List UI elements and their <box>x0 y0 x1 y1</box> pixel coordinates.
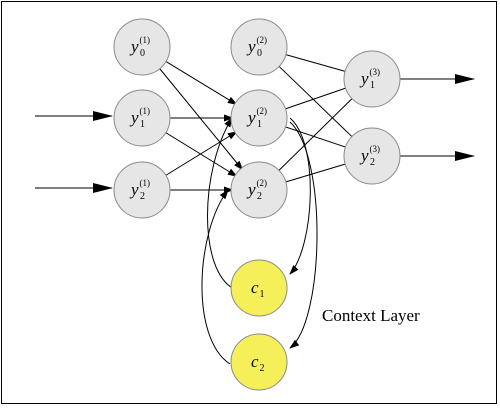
node-label: c2 <box>251 352 265 374</box>
node-label-name: c <box>251 278 259 297</box>
c1-to-hidden-loop <box>207 117 235 290</box>
c2-to-hidden-loop <box>201 189 231 365</box>
node-label: y(2) 1 <box>246 106 267 130</box>
node-label-name: c <box>251 352 259 371</box>
node-c1: c1 <box>230 259 288 317</box>
edge-y2_2-to-y1_3 <box>277 96 354 173</box>
node-circle <box>113 161 171 219</box>
node-label-subscript: 2 <box>370 157 375 168</box>
node-y2_3: y(3) 2 <box>343 127 401 185</box>
node-y0_2: y(2) 0 <box>230 18 288 76</box>
connections <box>158 53 354 194</box>
node-y2_1: y(1) 2 <box>113 161 171 219</box>
edge-y2_2-to-y2_3 <box>283 163 348 183</box>
node-label-superscript: (3) <box>370 67 381 77</box>
recurrent-network-diagram: y(1) 0y(1) 1y(1) 2y(2) 0y(2) 1y(2) 2y(3) 1y(3) 2… <box>35 18 475 391</box>
context-layer-label: Context Layer <box>322 306 420 325</box>
node-label-subscript: 1 <box>257 119 262 130</box>
node-label-subscript: 1 <box>370 80 375 91</box>
node-circle <box>230 259 288 317</box>
node-label: y(2) 0 <box>246 35 267 59</box>
node-label: y(2) 2 <box>246 178 267 202</box>
node-label: y(3) 1 <box>359 67 380 91</box>
node-y2_2: y(2) 2 <box>230 161 288 219</box>
node-y1_3: y(3) 1 <box>343 50 401 108</box>
node-label-name: y <box>129 108 139 127</box>
copy-hidden1-to-c1 <box>289 117 311 275</box>
node-label-superscript: (2) <box>257 178 268 188</box>
node-label-superscript: (1) <box>140 106 151 116</box>
node-label-subscript: 1 <box>140 119 145 130</box>
edge-y1_2-to-y2_3 <box>283 125 348 149</box>
node-label-superscript: (3) <box>370 144 381 154</box>
node-label-superscript: (2) <box>257 106 268 116</box>
node-label-subscript: 0 <box>257 48 262 59</box>
node-label-subscript: 2 <box>260 363 265 374</box>
node-circle <box>343 50 401 108</box>
node-label: y(1) 2 <box>129 178 150 202</box>
node-label-superscript: (1) <box>140 178 151 188</box>
node-label-name: y <box>129 180 139 199</box>
node-label-subscript: 1 <box>260 289 265 300</box>
edge-y0_1-to-y1_2 <box>163 60 238 106</box>
node-y1_1: y(1) 1 <box>113 89 171 147</box>
node-label-subscript: 0 <box>140 48 145 59</box>
node-label-name: y <box>359 146 369 165</box>
node-circle <box>230 18 288 76</box>
node-label-subscript: 2 <box>257 191 262 202</box>
node-label-superscript: (1) <box>140 35 151 45</box>
node-circle <box>113 89 171 147</box>
diagram-frame: y(1) 0 y(1) 1 y(1) 2 y(2) 0 y(2) 1 y(2) 2 y(3) 1 y(3) 2… <box>1 1 497 404</box>
node-label-name: y <box>246 37 256 56</box>
node-y0_1: y(1) 0 <box>113 18 171 76</box>
edge-y1_2-to-y1_3 <box>283 87 348 110</box>
node-c2: c2 <box>230 333 288 391</box>
edge-y2_1-to-y1_2 <box>163 131 238 177</box>
node-circle <box>230 89 288 147</box>
node-circle <box>230 161 288 219</box>
node-y1_2: y(2) 1 <box>230 89 288 147</box>
node-circle <box>343 127 401 185</box>
neurons: y(1) 0y(1) 1y(1) 2y(2) 0y(2) 1y(2) 2y(3) 1y(3) 2… <box>113 18 401 391</box>
edge-y0_2-to-y1_3 <box>283 53 348 73</box>
node-label: y(1) 0 <box>129 35 150 59</box>
node-circle <box>230 333 288 391</box>
node-label: y(1) 1 <box>129 106 150 130</box>
node-label-name: y <box>359 69 369 88</box>
node-label-superscript: (2) <box>257 35 268 45</box>
node-label-subscript: 2 <box>140 191 145 202</box>
node-label-name: y <box>129 37 139 56</box>
node-circle <box>113 18 171 76</box>
node-label-name: y <box>246 108 256 127</box>
copy-hidden2-to-c2 <box>289 121 318 349</box>
edge-y0_2-to-y2_3 <box>277 64 354 139</box>
node-label: y(3) 2 <box>359 144 380 168</box>
node-label-name: y <box>246 180 256 199</box>
node-label: c1 <box>251 278 265 300</box>
